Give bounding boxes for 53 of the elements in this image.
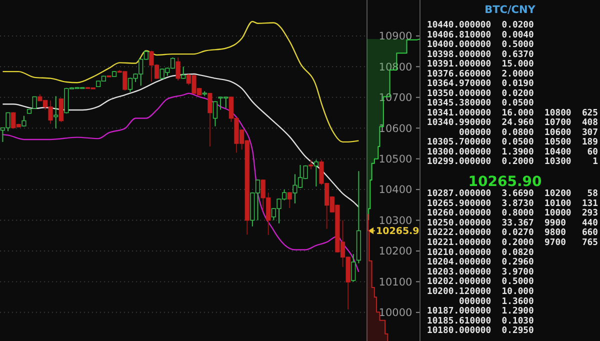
text: 10185.610000 0.1030 — [427, 316, 534, 326]
text: 10391.000000 15.000 — [427, 60, 534, 70]
candlestick — [208, 92, 212, 148]
text: 000000 0.0800 10600 307 — [427, 128, 598, 138]
text: 10187.000000 1.2900 — [427, 306, 534, 317]
text: 10287.000000 3.6690 10200 58 — [427, 189, 598, 199]
text: 10406.810000 0.0040 — [427, 30, 534, 40]
candlestick — [181, 66, 186, 80]
line-series — [2, 92, 360, 272]
text: BTC/CNY — [484, 4, 536, 16]
text: 10265.90 — [468, 174, 542, 190]
text: 10341.000000 16.000 10800 625 — [427, 108, 598, 118]
text: 10398.000000 0.6370 — [427, 50, 534, 60]
text: 10221.000000 0.2000 9700 765 — [427, 238, 598, 248]
candlestick — [176, 56, 180, 81]
candlestick — [314, 159, 318, 187]
text: 10440.000000 0.0200 — [427, 20, 534, 30]
text: 10299.000000 0.2000 10300 1 — [427, 157, 598, 167]
text: 10222.000000 0.0270 9800 660 — [427, 228, 598, 238]
y-tick-label: 10500 — [378, 154, 412, 166]
ref-line-label: 10265.9 — [376, 226, 420, 238]
text: 10204.000000 0.2960 — [427, 258, 534, 268]
text: 10200.120000 10.000 — [427, 287, 534, 297]
y-tick-label: 10400 — [378, 184, 412, 196]
candlestick — [287, 192, 292, 208]
candlestick — [54, 96, 58, 129]
text: 10250.000000 33.367 9900 440 — [427, 218, 598, 228]
text: 10265.900000 3.8730 10100 131 — [427, 198, 598, 209]
candlestick — [58, 98, 64, 122]
y-tick-label: 10100 — [378, 276, 412, 288]
text: 10364.970000 0.0190 — [427, 79, 534, 89]
text: 10203.000000 3.9700 — [427, 267, 534, 278]
candlestick — [351, 254, 356, 282]
text: 10180.000000 0.2950 — [427, 326, 534, 336]
candlestick — [32, 96, 37, 110]
y-tick-label: 10300 — [378, 214, 412, 227]
text: 10305.700000 0.0500 10500 189 — [427, 138, 598, 148]
candlestick — [212, 100, 218, 127]
text: 10260.000000 0.8000 10000 293 — [427, 208, 598, 219]
line-series — [2, 73, 360, 208]
text: 10350.000000 0.0200 — [427, 88, 534, 99]
text: 10300.000000 1.3900 10400 60 — [427, 147, 598, 158]
line-series — [2, 20, 360, 143]
text: 10340.990000 24.960 10700 408 — [427, 118, 598, 128]
y-tick-label: 10900 — [378, 30, 412, 43]
candlestick — [308, 159, 314, 170]
text: 10210.000000 0.0820 — [427, 248, 534, 258]
text: 10376.660000 2.0000 — [427, 69, 534, 80]
text: 10202.000000 0.5000 — [427, 277, 534, 288]
text: 10400.000000 0.5000 — [427, 40, 534, 50]
text: 000000 1.3600 — [427, 296, 534, 307]
y-tick-label: 10200 — [378, 246, 412, 258]
text: 10345.380000 0.0500 — [427, 98, 534, 108]
